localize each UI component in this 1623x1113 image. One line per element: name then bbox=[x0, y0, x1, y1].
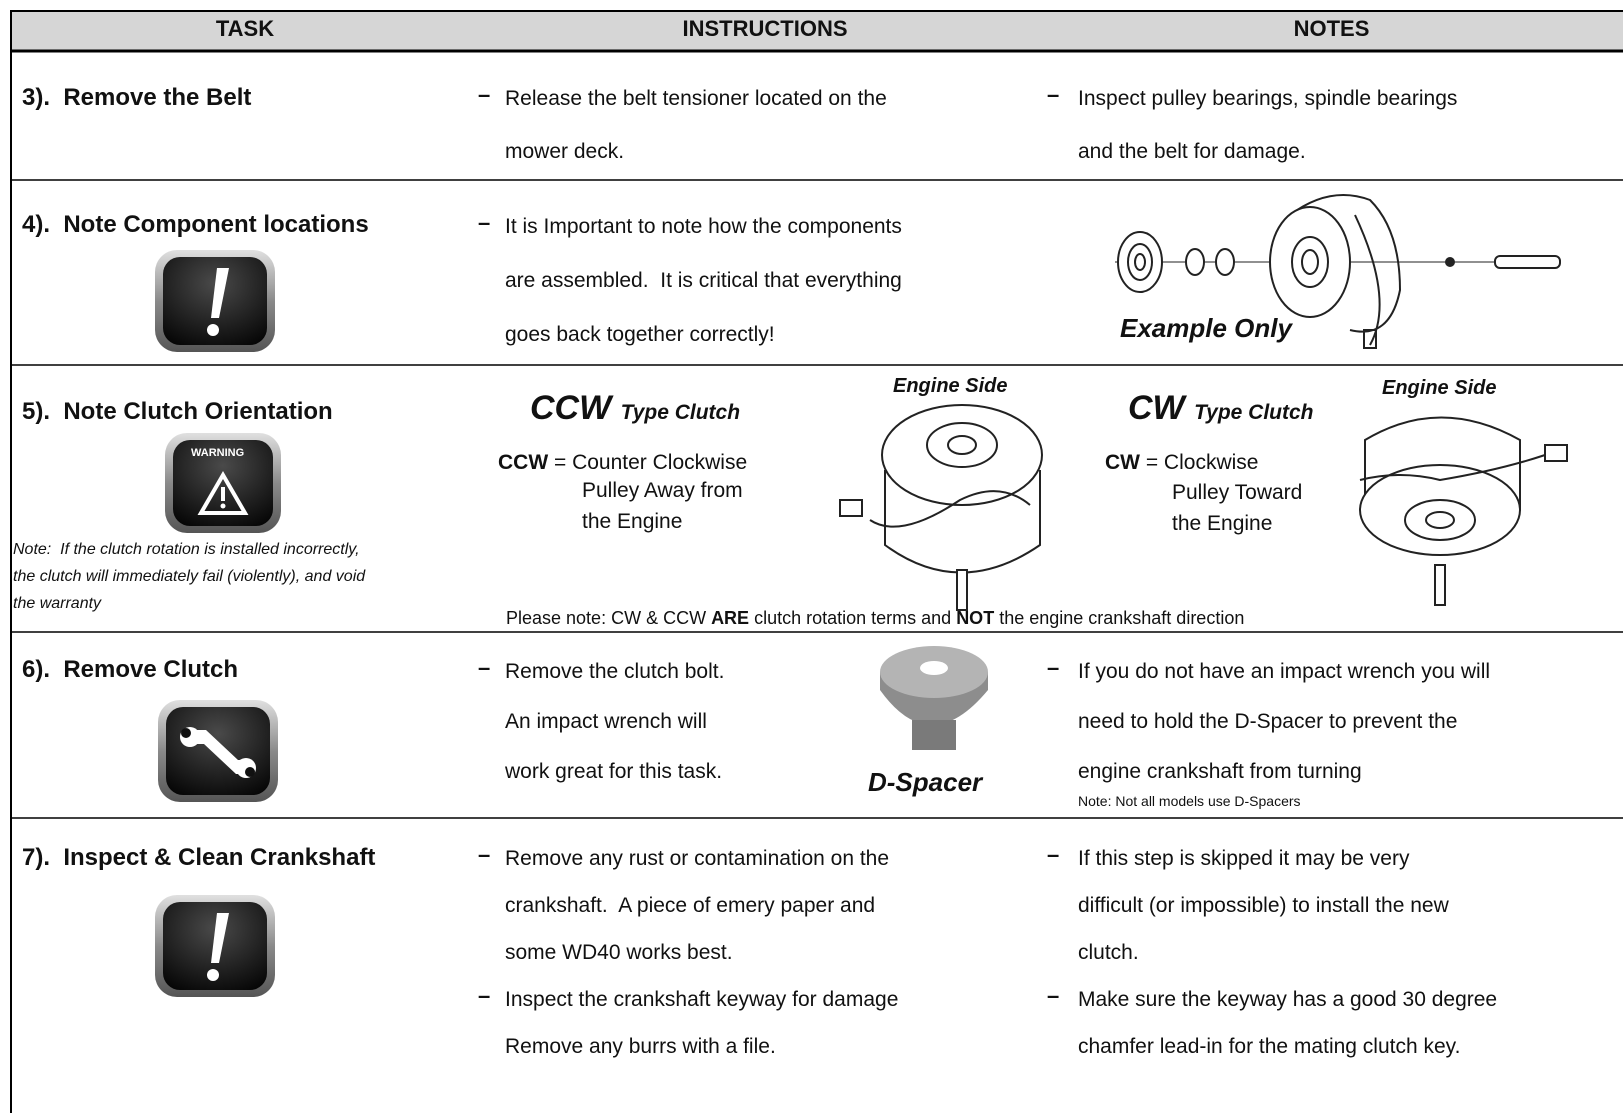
bullet-dash: – bbox=[1047, 655, 1060, 680]
small-note: Note: Not all models use D-Spacers bbox=[1078, 793, 1301, 809]
image-caption: Example Only bbox=[1120, 313, 1292, 343]
instructions-line: work great for this task. bbox=[505, 760, 723, 783]
notes-line: chamfer lead-in for the mating clutch ke… bbox=[1078, 1035, 1461, 1058]
text: = Clockwise bbox=[1140, 451, 1259, 474]
icon-wrench bbox=[158, 700, 278, 802]
cw-clutch-diagram bbox=[1359, 416, 1568, 606]
definition-line: the Engine bbox=[582, 510, 683, 533]
task-title: 3). Remove the Belt bbox=[22, 84, 252, 111]
abbr: CW bbox=[1105, 451, 1140, 474]
notes-line: difficult (or impossible) to install the… bbox=[1078, 894, 1449, 917]
bullet-dash: – bbox=[1047, 842, 1060, 867]
text: ARE bbox=[711, 608, 750, 628]
icon-warning bbox=[165, 433, 281, 533]
clutch-type: CCW Type Clutch bbox=[530, 388, 740, 433]
text: = Counter Clockwise bbox=[548, 451, 748, 474]
image-label: Engine Side bbox=[1382, 377, 1497, 399]
footnote: Please note: CW & CCW ARE clutch rotatio… bbox=[506, 605, 1244, 631]
bullet-dash: – bbox=[478, 842, 491, 867]
type: Type Clutch bbox=[620, 401, 741, 424]
bullet-dash: – bbox=[478, 82, 491, 107]
instructions-line: mower deck. bbox=[505, 140, 625, 163]
header-cell: NOTES bbox=[1293, 16, 1370, 41]
note-line: the warranty bbox=[13, 595, 102, 612]
notes-line: and the belt for damage. bbox=[1078, 140, 1306, 163]
image-caption: D-Spacer bbox=[868, 767, 983, 797]
definition: CW = Clockwise bbox=[1105, 449, 1258, 477]
instructions-line: Release the belt tensioner located on th… bbox=[505, 87, 887, 110]
instructions-line: are assembled. It is critical that every… bbox=[505, 269, 902, 292]
instructions-line: Remove the clutch bolt. bbox=[505, 660, 725, 683]
instructions-line: Remove any rust or contamination on the bbox=[505, 847, 890, 870]
task-title: 6). Remove Clutch bbox=[22, 656, 239, 683]
abbr: CW bbox=[1128, 389, 1185, 427]
note-line: Note: If the clutch rotation is installe… bbox=[13, 541, 360, 558]
task-title: 5). Note Clutch Orientation bbox=[22, 398, 333, 425]
abbr: CCW bbox=[530, 389, 612, 427]
bullet-dash: – bbox=[1047, 82, 1060, 107]
instructions-line: Remove any burrs with a file. bbox=[505, 1035, 776, 1058]
text: Please note: CW & CCW bbox=[506, 608, 712, 628]
instructions-line: Inspect the crankshaft keyway for damage bbox=[505, 988, 899, 1011]
header-bg bbox=[10, 12, 1623, 50]
abbr: CCW bbox=[498, 451, 549, 474]
definition-line: Pulley Away from bbox=[582, 479, 743, 502]
icon-exclamation bbox=[155, 250, 275, 352]
icon-label: WARNING bbox=[191, 447, 245, 459]
notes-line: If this step is skipped it may be very bbox=[1078, 847, 1410, 870]
bullet-dash: – bbox=[478, 983, 491, 1008]
bullet-dash: – bbox=[1047, 983, 1060, 1008]
clutch-type: CW Type Clutch bbox=[1128, 388, 1314, 433]
bullet-dash: – bbox=[478, 655, 491, 680]
notes-line: engine crankshaft from turning bbox=[1078, 760, 1362, 783]
d-spacer-image bbox=[880, 646, 988, 750]
text: the engine crankshaft direction bbox=[994, 608, 1245, 628]
text: NOT bbox=[956, 608, 995, 628]
notes-line: If you do not have an impact wrench you … bbox=[1078, 660, 1491, 683]
notes-line: Inspect pulley bearings, spindle bearing… bbox=[1078, 87, 1458, 110]
exploded-diagram bbox=[1115, 194, 1561, 349]
definition-line: the Engine bbox=[1172, 512, 1273, 535]
header-cell: TASK bbox=[215, 16, 275, 41]
header-cell: INSTRUCTIONS bbox=[682, 16, 848, 41]
notes-line: Make sure the keyway has a good 30 degre… bbox=[1078, 988, 1498, 1011]
definition-line: Pulley Toward bbox=[1172, 481, 1303, 504]
task-title: 4). Note Component locations bbox=[22, 211, 369, 238]
task-title: 7). Inspect & Clean Crankshaft bbox=[22, 844, 376, 871]
instructions-line: crankshaft. A piece of emery paper and bbox=[505, 894, 876, 917]
type: Type Clutch bbox=[1194, 401, 1314, 424]
instructions-line: some WD40 works best. bbox=[505, 941, 733, 964]
definition: CCW = Counter Clockwise bbox=[498, 449, 747, 477]
icon-exclamation bbox=[155, 895, 275, 997]
notes-line: clutch. bbox=[1078, 941, 1139, 964]
instructions-line: It is Important to note how the componen… bbox=[505, 215, 902, 238]
instructions-line: goes back together correctly! bbox=[505, 323, 775, 346]
ccw-clutch-diagram bbox=[839, 404, 1043, 611]
instructions-line: An impact wrench will bbox=[505, 710, 707, 733]
note-line: the clutch will immediately fail (violen… bbox=[13, 568, 366, 585]
text: clutch rotation terms and bbox=[749, 608, 957, 628]
image-label: Engine Side bbox=[893, 375, 1008, 397]
notes-line: need to hold the D-Spacer to prevent the bbox=[1078, 710, 1458, 733]
bullet-dash: – bbox=[478, 210, 491, 235]
